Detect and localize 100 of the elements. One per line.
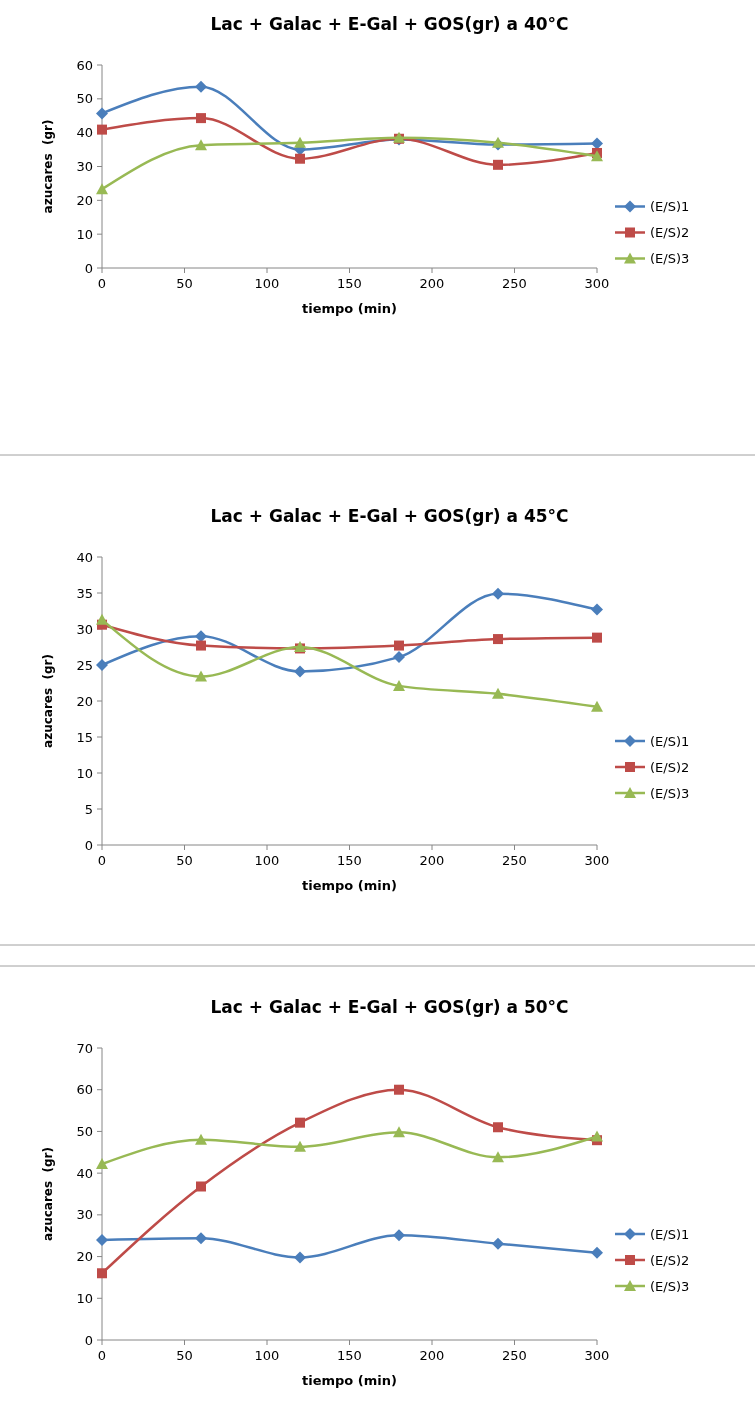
point (492, 587, 504, 600)
y-tick-label: 35 (76, 585, 93, 601)
y-tick-label: 10 (76, 226, 93, 242)
y-tick-label: 50 (76, 91, 93, 107)
chart-title: Lac + Galac + E-Gal + GOS(gr) a 40°C (210, 14, 569, 34)
x-tick-label: 300 (584, 276, 610, 291)
point (591, 700, 603, 712)
point (393, 1229, 405, 1242)
legend-label: (E/S)1 (650, 733, 690, 749)
point (591, 603, 603, 616)
point (96, 1233, 108, 1246)
point (591, 150, 603, 162)
x-tick-label: 250 (502, 1348, 527, 1363)
legend-label: (E/S)2 (650, 1252, 690, 1268)
y-tick-label: 40 (76, 125, 93, 141)
legend-label: (E/S)1 (650, 1226, 690, 1242)
point (96, 613, 108, 625)
y-tick-label: 40 (76, 1165, 93, 1181)
point (195, 1133, 207, 1145)
y-tick-label: 20 (76, 693, 93, 709)
legend-label: (E/S)3 (650, 785, 690, 801)
y-tick-label: 5 (84, 801, 93, 817)
chart-title: Lac + Galac + E-Gal + GOS(gr) a 45°C (210, 506, 569, 526)
point (493, 159, 503, 170)
x-tick-label: 0 (97, 1348, 107, 1363)
point (394, 1084, 404, 1095)
x-axis-title: tiempo (min) (302, 1373, 397, 1388)
x-axis-title: tiempo (min) (302, 878, 397, 893)
x-axis-title: tiempo (min) (302, 301, 397, 316)
x-tick-label: 150 (337, 853, 362, 868)
point (96, 659, 108, 671)
x-tick-label: 100 (254, 853, 280, 868)
x-tick-label: 50 (176, 276, 193, 291)
point (393, 1126, 405, 1138)
y-tick-label: 60 (76, 1082, 93, 1098)
x-tick-label: 200 (419, 853, 445, 868)
x-tick-label: 200 (419, 276, 445, 291)
point (196, 1181, 206, 1192)
y-tick-label: 20 (76, 192, 93, 208)
point (96, 1157, 108, 1169)
point (492, 1151, 504, 1163)
y-tick-label: 70 (76, 1040, 93, 1056)
y-tick-label: 40 (76, 549, 93, 565)
x-tick-label: 100 (254, 1348, 280, 1363)
x-tick-label: 50 (176, 853, 193, 868)
point (195, 139, 207, 151)
x-tick-label: 150 (337, 276, 362, 291)
x-tick-label: 50 (176, 1348, 193, 1363)
y-tick-label: 10 (76, 765, 93, 781)
point (96, 107, 108, 120)
x-tick-label: 250 (502, 853, 527, 868)
point (492, 1237, 504, 1250)
y-axis-title: azucares (gr) (41, 119, 55, 214)
point (195, 1232, 207, 1245)
y-tick-label: 30 (76, 1207, 93, 1223)
point (294, 136, 306, 148)
y-tick-label: 25 (76, 657, 93, 673)
x-tick-label: 100 (254, 276, 280, 291)
chart-title: Lac + Galac + E-Gal + GOS(gr) a 50°C (210, 997, 569, 1017)
y-tick-label: 0 (84, 1332, 93, 1348)
point (97, 124, 107, 135)
x-tick-label: 300 (584, 853, 610, 868)
point (492, 687, 504, 699)
x-tick-label: 0 (97, 276, 107, 291)
x-tick-label: 150 (337, 1348, 362, 1363)
y-tick-label: 60 (76, 57, 93, 73)
point (591, 1130, 603, 1142)
y-axis-title: azucares (gr) (41, 1147, 55, 1241)
legend-label: (E/S)3 (650, 251, 690, 267)
point (295, 1117, 305, 1128)
point (493, 1122, 503, 1133)
point (592, 632, 602, 643)
legend-label: (E/S)1 (650, 199, 690, 215)
point (96, 183, 108, 195)
point (195, 80, 207, 93)
point (294, 1251, 306, 1264)
y-axis-title: azucares (gr) (41, 654, 55, 748)
point (196, 640, 206, 651)
point (97, 1268, 107, 1279)
y-tick-label: 0 (84, 837, 93, 853)
point (295, 153, 305, 164)
x-tick-label: 250 (502, 276, 527, 291)
x-tick-label: 200 (419, 1348, 445, 1363)
y-tick-label: 0 (84, 260, 93, 276)
y-tick-label: 30 (76, 621, 93, 637)
y-tick-label: 50 (76, 1123, 93, 1139)
y-tick-label: 15 (76, 729, 93, 745)
point (393, 679, 405, 691)
point (493, 634, 503, 645)
y-tick-label: 30 (76, 159, 93, 175)
y-tick-label: 20 (76, 1249, 93, 1265)
point (294, 1140, 306, 1152)
x-tick-label: 0 (97, 853, 107, 868)
point (393, 651, 405, 664)
point (195, 670, 207, 682)
legend-label: (E/S)3 (650, 1278, 690, 1294)
point (294, 665, 306, 678)
point (196, 113, 206, 124)
y-tick-label: 10 (76, 1290, 93, 1306)
point (394, 640, 404, 651)
